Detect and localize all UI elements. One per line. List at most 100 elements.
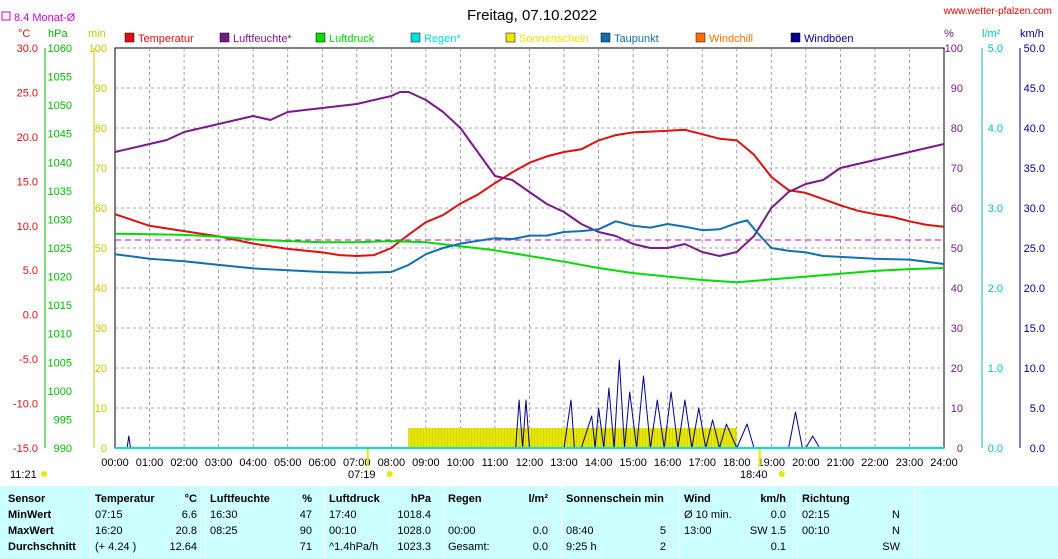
- rain-tick-label: 5.0: [988, 43, 1003, 55]
- table-cell-value: 47: [299, 509, 312, 521]
- pct-tick-label: 0: [957, 443, 963, 455]
- table-group-unit: °C: [184, 493, 197, 505]
- temp-tick-label: -15.0: [13, 443, 38, 455]
- table-cell-value: 5: [659, 525, 666, 537]
- legend-label: Sonnenschein: [519, 33, 589, 45]
- legend-swatch: [790, 32, 801, 43]
- x-tick-label: 08:00: [378, 457, 406, 469]
- rain-tick-label: 1.0: [988, 363, 1003, 375]
- unit-rain: l/m²: [982, 28, 1001, 40]
- pct-tick-label: 30: [951, 323, 963, 335]
- table-cell-value: 0.1: [770, 541, 786, 553]
- axes: 30.0 25.0 20.0 15.0 10.0 5.0 0.0 -5.0 -10.0 -15.0…: [10, 43, 1045, 481]
- table-group-title: Richtung: [802, 493, 850, 505]
- table-cell-value: N: [892, 525, 900, 537]
- hpa-tick-label: 1035: [48, 186, 72, 198]
- pct-tick-label: 90: [951, 83, 963, 95]
- table-divider: [561, 486, 562, 559]
- x-tick-label: 22:00: [861, 457, 889, 469]
- table-row-label: MinWert: [8, 509, 52, 521]
- hpa-tick-label: 1050: [48, 100, 72, 112]
- table-group-unit: hPa: [410, 493, 431, 505]
- moon-icon: [41, 471, 47, 477]
- table-cell-time: ^1.4hPa/h: [329, 541, 379, 553]
- table-row-label: Durchschnitt: [8, 541, 76, 553]
- hpa-tick-label: 1015: [48, 300, 72, 312]
- rain-tick-label: 3.0: [988, 203, 1003, 215]
- x-tick-label: 10:00: [447, 457, 475, 469]
- hpa-tick-label: 1005: [48, 357, 72, 369]
- x-tick-label: 20:00: [792, 457, 820, 469]
- plot-area: [114, 91, 945, 449]
- table-divider: [679, 486, 680, 559]
- temp-tick-label: 0.0: [23, 310, 38, 322]
- table-group-title: Luftdruck: [329, 493, 380, 505]
- legend-swatch: [219, 32, 230, 43]
- table-cell-value: 2: [659, 541, 666, 553]
- hpa-tick-label: 1030: [48, 214, 72, 226]
- table-divider: [443, 486, 444, 559]
- kmh-tick-label: 25.0: [1024, 243, 1045, 255]
- x-tick-label: 05:00: [274, 457, 302, 469]
- unit-percent: %: [944, 28, 954, 40]
- table-cell-time: (+ 4.24 ): [95, 541, 137, 553]
- kmh-tick-label: 10.0: [1024, 363, 1045, 375]
- x-tick-label: 01:00: [136, 457, 164, 469]
- min-tick-label: 0: [101, 443, 107, 455]
- site-link[interactable]: www.wetter-pfalzen.com: [943, 6, 1052, 17]
- table-cell-value: 6.6: [181, 509, 197, 521]
- min-tick-label: 10: [95, 403, 107, 415]
- unit-min: min: [88, 28, 106, 40]
- temp-tick-label: 15.0: [17, 176, 38, 188]
- table-group-title: Regen: [448, 493, 482, 505]
- table-cell-value: SW 1.5: [749, 525, 786, 537]
- min-tick-label: 60: [95, 203, 107, 215]
- table-cell-value: 1018.4: [397, 509, 431, 521]
- legend-label: Regen*: [424, 33, 461, 45]
- x-tick-label: 17:00: [688, 457, 716, 469]
- hpa-tick-label: 990: [54, 443, 72, 455]
- x-tick-label: 23:00: [896, 457, 924, 469]
- hpa-tick-label: 1010: [48, 329, 72, 341]
- table-cell-value: 0.0: [532, 541, 548, 553]
- table-cell-time: 08:40: [566, 525, 594, 537]
- table-cell-value: N: [892, 509, 900, 521]
- table-cell-time: 02:15: [802, 509, 830, 521]
- table-cell-value: 1028.0: [397, 525, 431, 537]
- table-row-label: Sensor: [8, 493, 46, 505]
- min-tick-label: 100: [89, 43, 107, 55]
- table-cell-value: 0.0: [532, 525, 548, 537]
- min-tick-label: 20: [95, 363, 107, 375]
- legend-swatch: [124, 32, 135, 43]
- humidity-line: [114, 91, 945, 257]
- table-cell-time: 08:25: [210, 525, 238, 537]
- x-tick-label: 07:00: [343, 457, 371, 469]
- dewpoint-line: [114, 219, 945, 274]
- legend-swatch: [505, 32, 516, 43]
- pct-tick-label: 20: [951, 363, 963, 375]
- min-tick-label: 80: [95, 123, 107, 135]
- table-cell-time: Gesamt:: [448, 541, 490, 553]
- kmh-tick-label: 0.0: [1030, 443, 1045, 455]
- table-group-title: Luftfeuchte: [210, 493, 270, 505]
- table-cell-time: 17:40: [329, 509, 357, 521]
- chart-title: Freitag, 07.10.2022: [467, 7, 597, 24]
- table-cell-value: 1023.3: [397, 541, 431, 553]
- min-tick-label: 70: [95, 163, 107, 175]
- x-tick-label: 12:00: [516, 457, 544, 469]
- table-cell-time: 9:25 h: [566, 541, 597, 553]
- sunset-label: 18:40: [740, 469, 768, 481]
- temp-tick-label: 30.0: [17, 43, 38, 55]
- table-divider: [324, 486, 325, 559]
- rain-tick-label: 4.0: [988, 123, 1003, 135]
- x-tick-label: 03:00: [205, 457, 233, 469]
- legend: Temperatur Luftfeuchte* Luftdruck Regen* Son…: [124, 32, 854, 45]
- table-cell-value: 12.64: [169, 541, 197, 553]
- kmh-tick-label: 50.0: [1024, 43, 1045, 55]
- table-cell-value: 90: [299, 525, 312, 537]
- x-tick-label: 21:00: [827, 457, 855, 469]
- pct-tick-label: 80: [951, 123, 963, 135]
- kmh-tick-label: 40.0: [1024, 123, 1045, 135]
- table-group-unit: l/m²: [528, 493, 548, 505]
- table-cell-time: Ø 10 min.: [684, 509, 732, 521]
